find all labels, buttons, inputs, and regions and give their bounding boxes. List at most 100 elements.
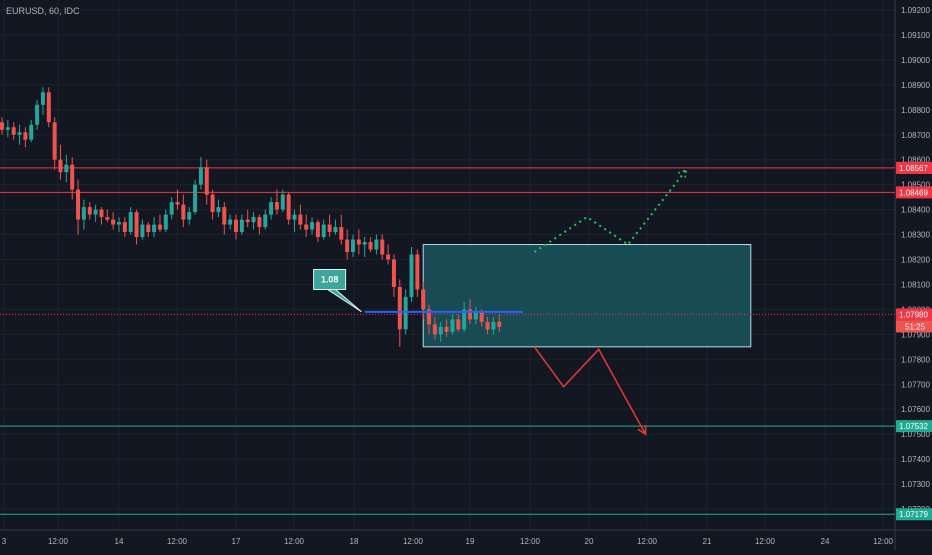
candle	[444, 319, 449, 337]
candle-body	[87, 207, 92, 215]
candle-body	[169, 202, 174, 215]
candle	[462, 301, 467, 332]
range-zone	[422, 244, 752, 348]
price-badge-resistance-lower	[896, 186, 932, 199]
candle-body	[456, 319, 461, 330]
candle	[181, 194, 186, 228]
candle	[198, 157, 203, 190]
price-badge-label: 1.08567	[899, 164, 928, 173]
candle	[11, 122, 16, 140]
candle-body	[228, 219, 233, 225]
candle-body	[280, 194, 285, 210]
price-tick-label: 1.08600	[901, 156, 930, 165]
price-tick-label: 1.07800	[901, 355, 930, 364]
candle	[456, 314, 461, 332]
candle-body	[315, 222, 320, 238]
candle-body	[11, 127, 16, 135]
candle	[64, 154, 69, 183]
price-tick-label: 1.07500	[901, 430, 930, 439]
candle	[29, 119, 34, 143]
candle	[380, 234, 385, 260]
candle-body	[274, 202, 279, 210]
time-tick-label: 18	[350, 537, 359, 546]
candle	[298, 204, 303, 230]
candle-body	[485, 321, 490, 330]
candle-body	[356, 239, 361, 245]
candle-body	[58, 159, 63, 173]
candle	[345, 229, 350, 260]
price-badge-label: 1.07980	[899, 310, 928, 319]
price-badge-label: 1.07532	[899, 422, 928, 431]
candle-body	[462, 309, 467, 330]
candle-body	[204, 167, 209, 195]
callout: 1.08	[313, 268, 362, 313]
candle-body	[444, 326, 449, 332]
bearish-projection-arrowhead	[637, 425, 647, 436]
callout-shape	[313, 268, 362, 313]
candle	[421, 281, 426, 320]
candle-body	[321, 224, 326, 238]
candle	[427, 304, 432, 335]
candle-body	[222, 207, 227, 225]
candle-body	[310, 222, 315, 230]
candle-body	[351, 239, 355, 253]
candle-body	[368, 242, 373, 250]
time-tick-label: 19	[466, 537, 475, 546]
candle-body	[409, 254, 414, 297]
candle-body	[134, 212, 139, 238]
candle-body	[163, 214, 168, 230]
time-tick-label: 12:00	[755, 537, 776, 546]
price-tick-label: 1.07900	[901, 330, 930, 339]
candle-body	[333, 227, 338, 233]
candle	[280, 189, 285, 213]
price-tick-label: 1.08100	[901, 280, 930, 289]
candle	[321, 219, 326, 240]
candle	[368, 237, 373, 253]
price-badge-label: 1.07179	[899, 510, 928, 519]
candle-body	[5, 127, 10, 130]
candle	[292, 209, 297, 233]
price-badge-support-upper	[896, 420, 932, 433]
candle	[152, 217, 157, 238]
candle	[128, 207, 133, 235]
candle-body	[391, 259, 396, 287]
candle	[222, 202, 227, 235]
candle-body	[175, 202, 180, 205]
candle	[245, 209, 250, 228]
price-tick-label: 1.08800	[901, 106, 930, 115]
candle	[122, 217, 127, 238]
candle-body	[0, 122, 4, 130]
candle	[216, 199, 221, 218]
candle	[356, 229, 361, 255]
candle	[140, 219, 145, 240]
candle-body	[146, 224, 151, 233]
candle-body	[497, 321, 502, 327]
candle-body	[193, 184, 198, 213]
candle	[105, 209, 110, 223]
time-tick-label: 17	[232, 537, 241, 546]
candle-body	[187, 212, 192, 220]
time-tick-label: 12:00	[167, 537, 188, 546]
candle	[169, 197, 174, 220]
candle-body	[128, 212, 133, 233]
price-tick-label: 1.08400	[901, 206, 930, 215]
candle	[374, 234, 379, 255]
countdown-badge	[896, 320, 932, 333]
candle	[40, 87, 45, 115]
candle-body	[17, 132, 22, 135]
candle-body	[415, 254, 420, 290]
candle-body	[397, 286, 402, 330]
time-tick-label: 20	[585, 537, 594, 546]
candle-body	[181, 204, 186, 220]
candle	[81, 199, 86, 230]
candle-body	[23, 132, 28, 140]
candle-body	[327, 224, 332, 233]
candle	[339, 214, 344, 245]
candle	[438, 321, 443, 342]
symbol-label[interactable]: EURUSD, 60, IDC	[6, 6, 80, 16]
candle	[35, 99, 40, 130]
candle	[286, 192, 291, 225]
price-badge-label: 1.08469	[899, 188, 928, 197]
